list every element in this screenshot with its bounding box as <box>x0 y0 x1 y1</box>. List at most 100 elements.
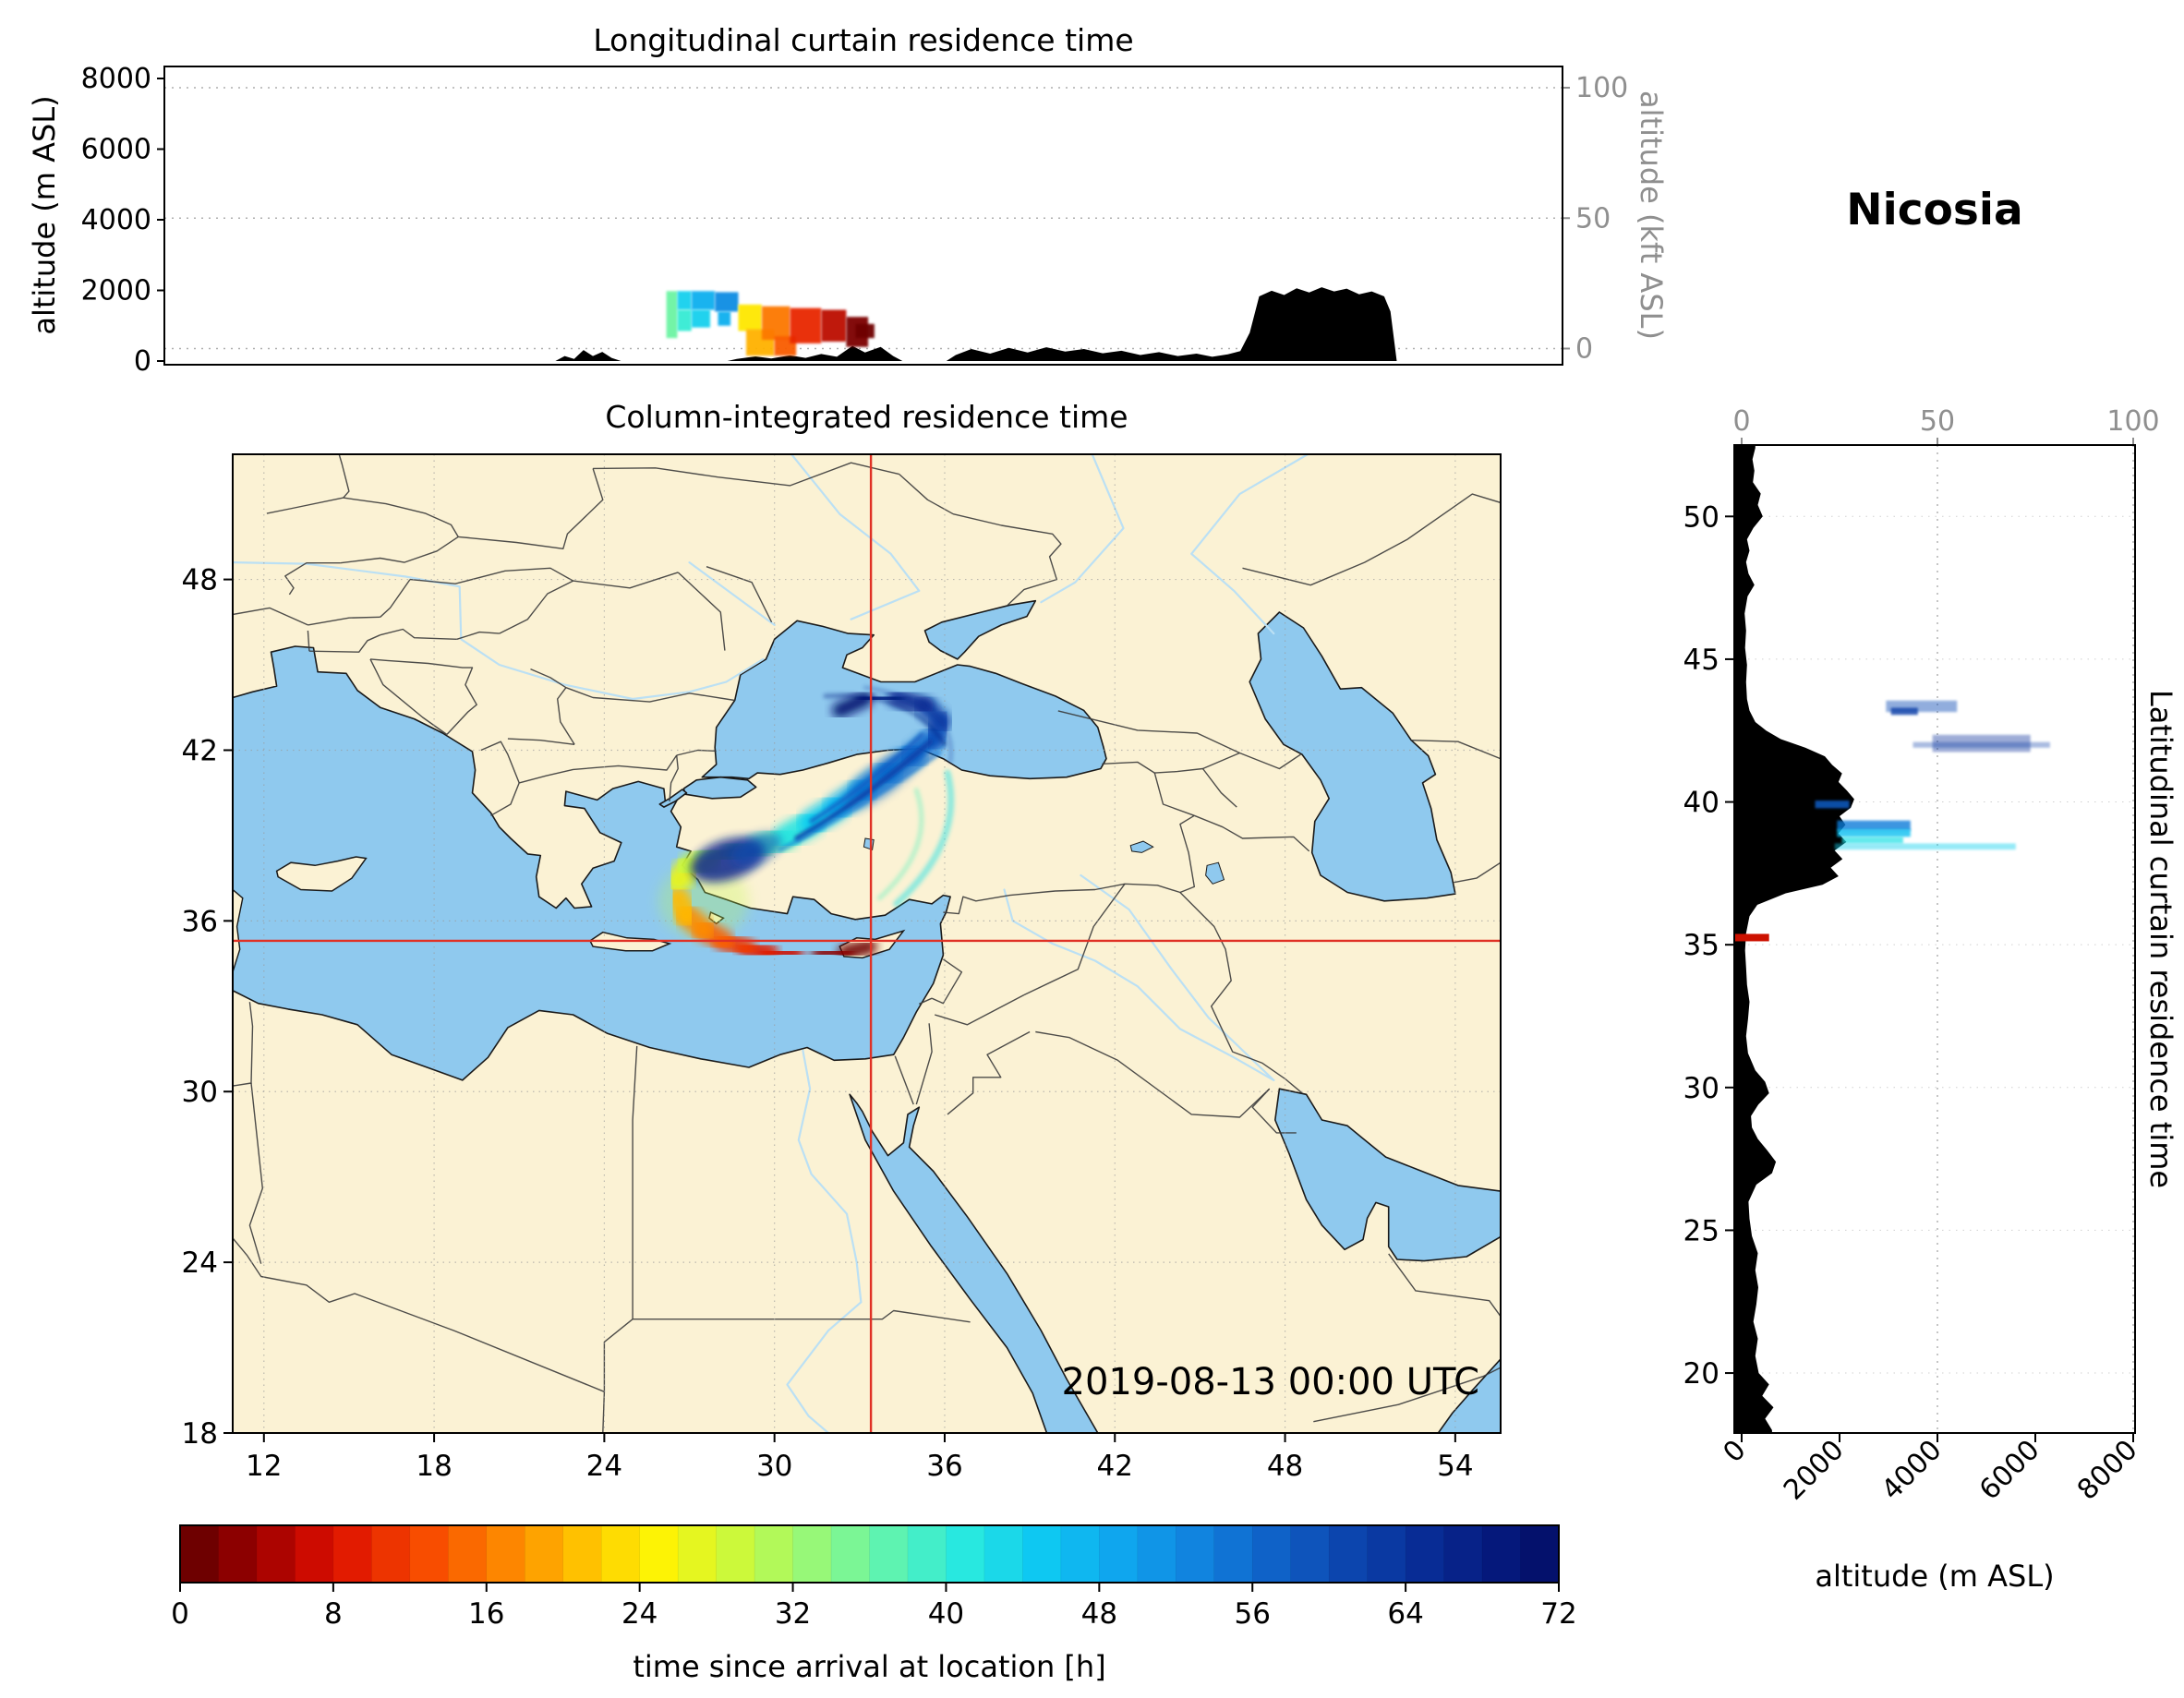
sea-dardanelles <box>658 789 688 808</box>
residence-cell <box>666 291 678 339</box>
tick-label: 20 <box>1683 1357 1719 1391</box>
tick-label: 48 <box>182 564 218 597</box>
country-border <box>676 749 717 756</box>
country-border <box>557 687 575 745</box>
residence-cell <box>1890 707 1918 716</box>
river <box>790 454 921 620</box>
colorbar-segment <box>1022 1524 1062 1584</box>
tick-label: 40 <box>928 1597 964 1631</box>
tick-label: 48 <box>1081 1597 1117 1631</box>
country-border <box>248 1082 263 1264</box>
sea-mediterranean <box>233 645 951 1081</box>
lake-van <box>1129 840 1154 853</box>
tick-label: 0 <box>1717 1434 1752 1469</box>
country-border <box>458 468 604 549</box>
latitudinal-curtain-title: Latitudinal curtain residence time <box>2143 689 2178 1189</box>
country-border <box>480 741 520 784</box>
tick-label: 4000 <box>1876 1434 1949 1507</box>
plume-dense-blob <box>730 832 781 867</box>
sea-marmara_sea <box>682 776 757 800</box>
colorbar-segment <box>639 1524 679 1584</box>
tick-label: 2000 <box>1778 1434 1851 1507</box>
colorbar-segment <box>1137 1524 1177 1584</box>
colorbar-segment <box>946 1524 985 1584</box>
tick-label: 42 <box>182 734 218 767</box>
country-border <box>1179 892 1303 1094</box>
country-border <box>409 567 573 584</box>
country-border <box>380 628 457 640</box>
sea-azov_sea <box>923 599 1037 660</box>
plume-streak <box>794 739 934 841</box>
country-border <box>490 754 678 816</box>
country-border <box>632 1045 638 1319</box>
tick-label: 24 <box>621 1597 658 1631</box>
colorbar-segment <box>448 1524 488 1584</box>
country-border <box>338 454 350 499</box>
country-border <box>266 497 344 514</box>
residence-cell <box>1834 843 2016 850</box>
residence-cell <box>738 304 762 331</box>
country-border <box>1153 772 1195 816</box>
country-border <box>233 607 308 626</box>
tick-label: 64 <box>1387 1597 1423 1631</box>
tick-label: 50 <box>1683 500 1719 534</box>
tick-label: 45 <box>1683 644 1719 677</box>
tick-label: 72 <box>1540 1597 1576 1631</box>
country-border <box>931 958 963 1005</box>
country-border <box>677 572 726 651</box>
river <box>1190 454 1309 635</box>
country-border <box>1242 493 1501 586</box>
latitudinal-curtain-panel: 0 50 100 0 2000 4000 6000 8000 20 25 30 35 40 45 50 <box>1683 405 2160 1507</box>
residence-cell <box>677 291 692 310</box>
receptor-altitude-marker <box>1734 933 1769 942</box>
residence-cell <box>691 309 711 328</box>
tick-label: 30 <box>182 1076 218 1109</box>
land-tunisia <box>233 888 244 973</box>
residence-cell <box>855 323 875 339</box>
residence-cell <box>718 311 731 326</box>
colorbar-segment <box>983 1524 1024 1584</box>
colorbar-segment <box>409 1524 450 1584</box>
tick-label: 24 <box>182 1246 218 1280</box>
residence-cell <box>790 307 822 343</box>
colorbar-segment <box>1099 1524 1139 1584</box>
timestamp-label: 2019-08-13 00:00 UTC <box>1061 1361 1479 1403</box>
tick-label: 24 <box>586 1450 622 1483</box>
country-border <box>915 1023 933 1105</box>
country-border <box>284 562 341 596</box>
river <box>1080 873 1275 1081</box>
colorbar-label: time since arrival at location [h] <box>633 1649 1106 1684</box>
colorbar-segment <box>1060 1524 1101 1584</box>
tick-label: 0 <box>1732 405 1750 438</box>
colorbar-segment <box>179 1524 220 1584</box>
river <box>233 561 765 701</box>
colorbar-segment <box>869 1524 909 1584</box>
plume-streak <box>863 685 953 764</box>
country-border <box>947 1030 1031 1115</box>
residence-cell <box>1837 828 1911 837</box>
colorbar-segment <box>1176 1524 1215 1584</box>
colorbar-segment <box>1481 1524 1522 1584</box>
country-border <box>1201 768 1237 808</box>
colorbar-segment <box>332 1524 373 1584</box>
colorbar-segment <box>1367 1524 1406 1584</box>
country-border <box>308 616 380 626</box>
latitudinal-plot-area <box>1734 445 2050 1433</box>
colorbar-segment <box>256 1524 296 1584</box>
trajectory-segment <box>832 691 874 718</box>
country-border <box>1313 1367 1501 1423</box>
country-border <box>499 580 573 634</box>
country-border <box>1035 1030 1271 1118</box>
residence-cell <box>1841 837 1903 844</box>
longitudinal-curtain-title: Longitudinal curtain residence time <box>593 22 1134 58</box>
tick-label: 50 <box>1920 405 1955 438</box>
tick-label: 48 <box>1267 1450 1303 1483</box>
map-frame <box>232 453 1502 1434</box>
longitudinal-plot-area <box>164 287 1563 361</box>
colorbar-segment <box>792 1524 832 1584</box>
residence-cell <box>1815 801 1850 809</box>
country-border <box>233 1002 254 1087</box>
country-border <box>565 687 735 703</box>
